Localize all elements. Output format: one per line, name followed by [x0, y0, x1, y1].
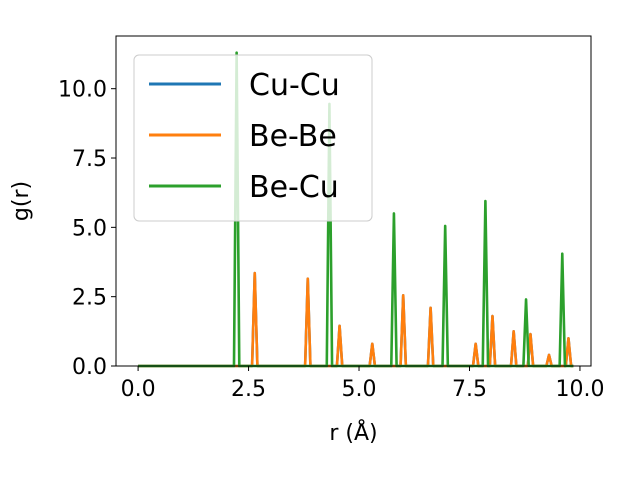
x-axis-label: r (Å) [329, 419, 377, 446]
y-tick-label: 7.5 [72, 147, 107, 172]
x-tick-label: 5.0 [342, 377, 377, 402]
y-tick-label: 5.0 [72, 216, 107, 241]
x-tick-label: 10.0 [555, 377, 604, 402]
y-tick-label: 2.5 [72, 286, 107, 311]
x-tick-label: 7.5 [452, 377, 487, 402]
y-tick-label: 10.0 [58, 78, 107, 103]
legend-box [133, 54, 373, 222]
x-tick-label: 0.0 [121, 377, 156, 402]
x-tick-label: 2.5 [231, 377, 266, 402]
legend-label-cu-cu: Cu-Cu [249, 68, 340, 103]
legend: Cu-Cu Be-Be Be-Cu [133, 54, 373, 222]
legend-label-be-cu: Be-Cu [249, 170, 339, 205]
y-axis-label: g(r) [9, 181, 34, 221]
y-tick-label: 0.0 [72, 355, 107, 380]
legend-label-be-be: Be-Be [249, 119, 337, 154]
axes-layer: 0.0 2.5 5.0 7.5 10.0 0.0 2.5 5.0 7.5 10.0 [58, 78, 604, 402]
plot-frame [115, 35, 592, 367]
